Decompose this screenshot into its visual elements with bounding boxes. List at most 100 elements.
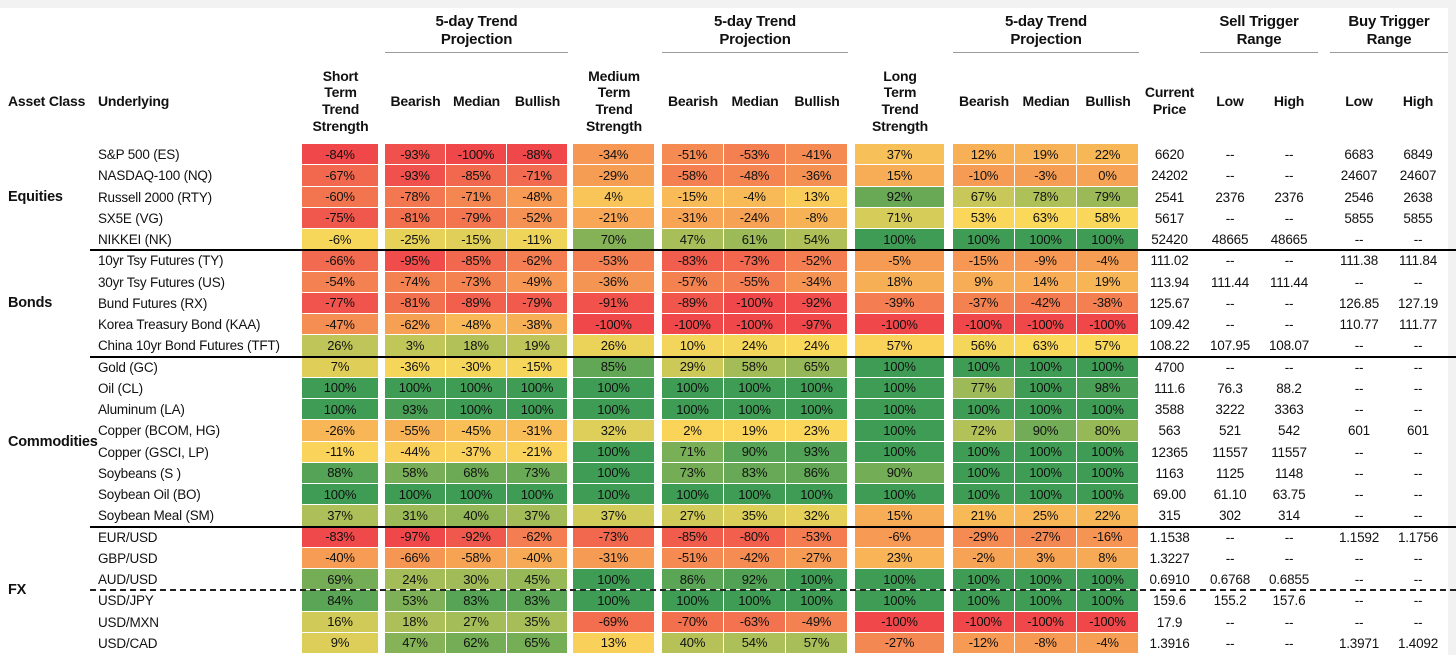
heat-cell-medium-term-strength: 100% xyxy=(573,377,655,399)
col-header-bullish-medium: Bullish xyxy=(794,92,840,109)
heat-cell-bearish-5d-short: 31% xyxy=(385,505,446,527)
heat-cell-median-5d-medium: 61% xyxy=(724,229,786,251)
heat-cell-short-term-strength: -67% xyxy=(302,165,379,187)
heat-cell-median-5d-medium: 100% xyxy=(724,484,786,506)
heat-cell-median-5d-medium: -4% xyxy=(724,186,786,208)
heat-cell-bearish-5d-long: 21% xyxy=(953,505,1015,527)
heat-cell-bearish-5d-medium: -70% xyxy=(662,611,724,633)
heat-cell-short-term-strength: 100% xyxy=(302,484,379,506)
heat-cell-long-term-strength: 100% xyxy=(855,441,945,463)
heat-cell-long-term-strength: -39% xyxy=(855,292,945,314)
heat-cell-median-5d-short: -79% xyxy=(446,207,507,229)
sell-trigger-title: Sell Trigger Range xyxy=(1219,13,1299,48)
sell-trigger-high: 314 xyxy=(1278,508,1300,524)
underlying-label: AUD/USD xyxy=(98,572,158,588)
heat-cell-bullish-5d-long: 0% xyxy=(1077,165,1139,187)
heat-cell-short-term-strength: -26% xyxy=(302,420,379,442)
heat-cell-bullish-5d-long: 100% xyxy=(1077,462,1139,484)
sell-trigger-low: -- xyxy=(1225,550,1235,566)
heat-cell-bullish-5d-short: -49% xyxy=(507,271,568,293)
buy-trigger-high: -- xyxy=(1413,572,1423,588)
heat-cell-medium-term-strength: 100% xyxy=(573,399,655,421)
sell-trigger-high: 0.6855 xyxy=(1268,572,1310,588)
table-row: Oil (CL) 100% 100% 100% 100% 100% 100% 100% 100%… xyxy=(0,377,1448,399)
sell-trigger-high: -- xyxy=(1284,147,1294,163)
asset-class-label: Bonds xyxy=(8,295,53,312)
col-header-median-long: Median xyxy=(1022,92,1070,109)
heat-cell-bullish-5d-long: 100% xyxy=(1077,399,1139,421)
heat-cell-medium-term-strength: 13% xyxy=(573,632,655,654)
buy-trigger-low: -- xyxy=(1354,402,1364,418)
sell-trigger-high: -- xyxy=(1284,635,1294,651)
col-header-bullish-short: Bullish xyxy=(514,92,561,109)
heat-cell-median-5d-medium: -63% xyxy=(724,611,786,633)
buy-trigger-low: 24607 xyxy=(1340,168,1378,184)
heat-cell-bullish-5d-medium: -53% xyxy=(786,526,848,548)
table-row: AUD/USD 69% 24% 30% 45% 100% 86% 92% 100% 100% 100… xyxy=(0,569,1448,591)
buy-trigger-high: 601 xyxy=(1407,423,1429,439)
buy-trigger-low: -- xyxy=(1354,550,1364,566)
heat-cell-bullish-5d-short: -21% xyxy=(507,441,568,463)
heat-cell-bullish-5d-medium: 100% xyxy=(786,569,848,591)
trend-strength-table: 5-day Trend Projection 5-day Trend Proje… xyxy=(0,8,1456,654)
heat-cell-median-5d-short: -92% xyxy=(446,526,507,548)
heat-cell-bearish-5d-long: 53% xyxy=(953,207,1015,229)
buy-trigger-high: -- xyxy=(1413,380,1423,396)
heat-cell-medium-term-strength: -73% xyxy=(573,526,655,548)
heat-cell-short-term-strength: 84% xyxy=(302,590,379,612)
heat-cell-bearish-5d-long: 100% xyxy=(953,229,1015,251)
buy-trigger-low: -- xyxy=(1354,359,1364,375)
table-row: NASDAQ-100 (NQ) -67% -93% -85% -71% -29% -58% -… xyxy=(0,165,1448,187)
table-row: 10yr Tsy Futures (TY) -66% -95% -85% -62% -53… xyxy=(0,250,1448,272)
sell-trigger-low: 302 xyxy=(1219,508,1241,524)
buy-trigger-group-header: Buy Trigger Range xyxy=(1330,8,1448,58)
heat-cell-bullish-5d-short: -71% xyxy=(507,165,568,187)
heat-cell-medium-term-strength: 100% xyxy=(573,569,655,591)
heat-cell-bullish-5d-short: 37% xyxy=(507,505,568,527)
heat-cell-bullish-5d-long: 19% xyxy=(1077,271,1139,293)
heat-cell-median-5d-long: -100% xyxy=(1015,314,1077,336)
buy-trigger-low: -- xyxy=(1354,593,1364,609)
heat-cell-bullish-5d-medium: 24% xyxy=(786,335,848,357)
heat-cell-bullish-5d-medium: -8% xyxy=(786,207,848,229)
asset-group-commodities: Commodities Gold (GC) 7% -36% -30% -15% 85% 29%… xyxy=(0,355,1456,527)
buy-trigger-low: -- xyxy=(1354,614,1364,630)
col-header-median-short: Median xyxy=(452,92,501,109)
buy-trigger-high: 111.77 xyxy=(1398,317,1438,333)
sell-trigger-low: 11557 xyxy=(1212,444,1248,460)
heat-cell-bearish-5d-medium: -15% xyxy=(662,186,724,208)
table-row: Soybeans (S ) 88% 58% 68% 73% 100% 73% 83% 86% 90… xyxy=(0,462,1448,484)
heat-cell-long-term-strength: 18% xyxy=(855,271,945,293)
heat-cell-bullish-5d-medium: 13% xyxy=(786,186,848,208)
sell-trigger-high: -- xyxy=(1284,550,1294,566)
table-row: USD/CAD 9% 47% 62% 65% 13% 40% 54% 57% -27% -12% -8… xyxy=(0,632,1448,654)
heat-cell-short-term-strength: -77% xyxy=(302,292,379,314)
underlying-label: NASDAQ-100 (NQ) xyxy=(98,168,213,184)
heat-cell-bearish-5d-short: -55% xyxy=(385,420,446,442)
heat-cell-long-term-strength: 92% xyxy=(855,186,945,208)
projection-group-title: 5-day Trend Projection xyxy=(1005,13,1087,48)
sell-trigger-low: 48665 xyxy=(1211,232,1249,248)
heat-cell-bearish-5d-long: -29% xyxy=(953,526,1015,548)
heat-cell-medium-term-strength: 100% xyxy=(573,441,655,463)
sell-trigger-high: 48665 xyxy=(1270,232,1308,248)
heat-cell-long-term-strength: 100% xyxy=(855,399,945,421)
heat-cell-bullish-5d-short: -88% xyxy=(507,144,568,166)
underlying-label: Soybeans (S ) xyxy=(98,465,181,481)
buy-trigger-low: -- xyxy=(1354,465,1364,481)
heat-cell-bearish-5d-medium: 10% xyxy=(662,335,724,357)
heat-cell-bearish-5d-medium: 100% xyxy=(662,399,724,421)
heat-cell-median-5d-short: 100% xyxy=(446,399,507,421)
heat-cell-bearish-5d-long: -12% xyxy=(953,632,1015,654)
sell-trigger-low: -- xyxy=(1225,317,1235,333)
heat-cell-median-5d-long: 100% xyxy=(1015,569,1077,591)
heat-cell-bullish-5d-short: 100% xyxy=(507,399,568,421)
table-row: USD/MXN 16% 18% 27% 35% -69% -70% -63% -49% -100%… xyxy=(0,611,1448,633)
heat-cell-bearish-5d-medium: 2% xyxy=(662,420,724,442)
table-row: SX5E (VG) -75% -81% -79% -52% -21% -31% -24% -8%… xyxy=(0,207,1448,229)
heat-cell-median-5d-medium: -100% xyxy=(724,292,786,314)
heat-cell-medium-term-strength: -69% xyxy=(573,611,655,633)
underlying-label: NIKKEI (NK) xyxy=(98,232,172,248)
col-header-label: Current Price xyxy=(1144,84,1195,117)
heat-cell-short-term-strength: 88% xyxy=(302,462,379,484)
